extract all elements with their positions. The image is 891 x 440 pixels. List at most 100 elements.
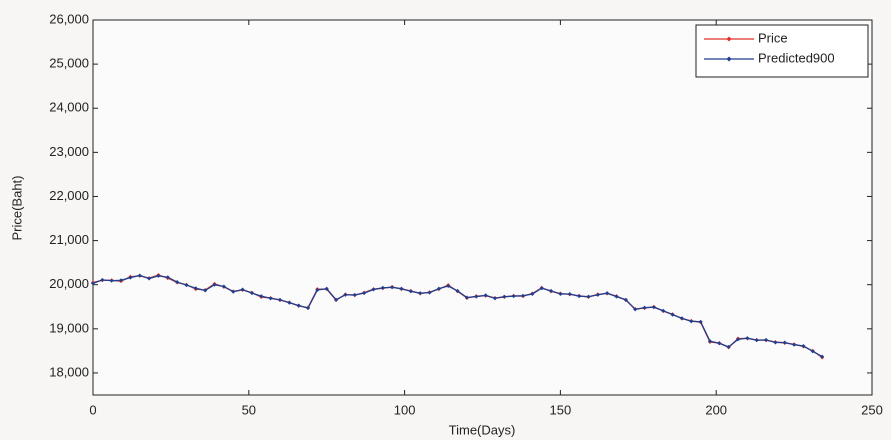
point-marker [315, 288, 320, 292]
point-marker [165, 275, 170, 280]
point-marker [754, 338, 759, 343]
x-axis-label: Time(Days) [449, 422, 516, 437]
point-marker [455, 288, 460, 293]
point-marker [736, 337, 741, 342]
point-marker [726, 344, 731, 349]
point-marker [717, 341, 722, 346]
point-marker [586, 294, 591, 299]
point-marker [343, 292, 348, 297]
point-marker [633, 307, 638, 312]
point-marker [492, 296, 497, 301]
point-marker [268, 296, 273, 301]
x-tick-label: 250 [861, 402, 883, 417]
point-marker [474, 294, 479, 299]
point-marker [464, 295, 469, 300]
point-marker [334, 297, 339, 302]
point-marker [147, 276, 152, 281]
point-marker [352, 292, 357, 297]
point-marker [670, 312, 675, 317]
point-marker [530, 291, 535, 296]
x-tick-label: 50 [242, 402, 256, 417]
point-marker [595, 292, 600, 297]
point-marker [156, 273, 161, 278]
point-marker [792, 342, 797, 347]
point-marker [614, 294, 619, 299]
legend-marker [726, 56, 732, 62]
point-marker [511, 294, 516, 299]
point-marker [539, 286, 544, 291]
point-marker [661, 308, 666, 313]
y-tick-label: 23,000 [49, 144, 89, 159]
point-marker [296, 303, 301, 308]
point-marker [810, 349, 815, 354]
point-marker [390, 285, 395, 290]
point-marker [577, 294, 582, 299]
point-marker [137, 273, 142, 278]
legend-label: Predicted900 [758, 50, 835, 65]
point-marker [184, 283, 189, 288]
point-marker [399, 286, 404, 291]
x-tick-label: 200 [705, 402, 727, 417]
point-marker [623, 297, 628, 302]
point-marker [707, 339, 712, 344]
point-marker [679, 316, 684, 321]
point-marker [277, 297, 282, 302]
point-marker [91, 281, 95, 286]
y-tick-label: 24,000 [49, 100, 89, 115]
x-tick-label: 0 [89, 402, 96, 417]
point-marker [324, 286, 329, 291]
point-marker [801, 344, 806, 349]
point-marker [427, 290, 432, 295]
point-marker [212, 282, 217, 287]
point-marker [745, 336, 750, 341]
x-tick-label: 100 [394, 402, 416, 417]
point-marker [446, 284, 451, 289]
point-marker [502, 294, 507, 299]
legend-label: Price [758, 30, 788, 45]
plot-area [92, 19, 873, 396]
point-marker [259, 294, 264, 299]
y-tick-label: 21,000 [49, 232, 89, 247]
point-marker [380, 285, 385, 290]
y-tick-label: 26,000 [49, 11, 89, 26]
y-axis-label: Price(Baht) [9, 175, 24, 240]
point-marker [605, 291, 610, 296]
x-tick-label: 150 [550, 402, 572, 417]
point-marker [371, 287, 376, 292]
y-tick-label: 19,000 [49, 320, 89, 335]
y-tick-label: 25,000 [49, 56, 89, 71]
point-marker [109, 278, 114, 283]
point-marker [119, 278, 124, 283]
point-marker [306, 306, 311, 311]
point-marker [100, 277, 105, 282]
point-marker [820, 354, 825, 359]
y-tick-label: 20,000 [49, 276, 89, 291]
point-marker [764, 337, 769, 342]
point-marker [240, 287, 245, 292]
point-marker [773, 340, 778, 345]
point-marker [689, 319, 694, 324]
point-marker [418, 291, 423, 296]
point-marker [362, 291, 367, 296]
point-marker [651, 305, 656, 310]
point-marker [782, 340, 787, 345]
point-marker [221, 284, 226, 289]
y-tick-label: 22,000 [49, 188, 89, 203]
legend-box [695, 24, 869, 78]
point-marker [408, 289, 413, 294]
point-marker [203, 288, 208, 293]
point-marker [642, 305, 647, 310]
legend-marker [726, 36, 732, 42]
point-marker [483, 293, 488, 298]
point-marker [193, 286, 198, 291]
point-marker [567, 291, 572, 296]
point-marker [249, 291, 254, 296]
point-marker [287, 300, 292, 305]
point-marker [436, 286, 441, 291]
point-marker [128, 275, 133, 280]
point-marker [521, 293, 526, 298]
point-marker [231, 289, 236, 294]
point-marker [558, 291, 563, 296]
